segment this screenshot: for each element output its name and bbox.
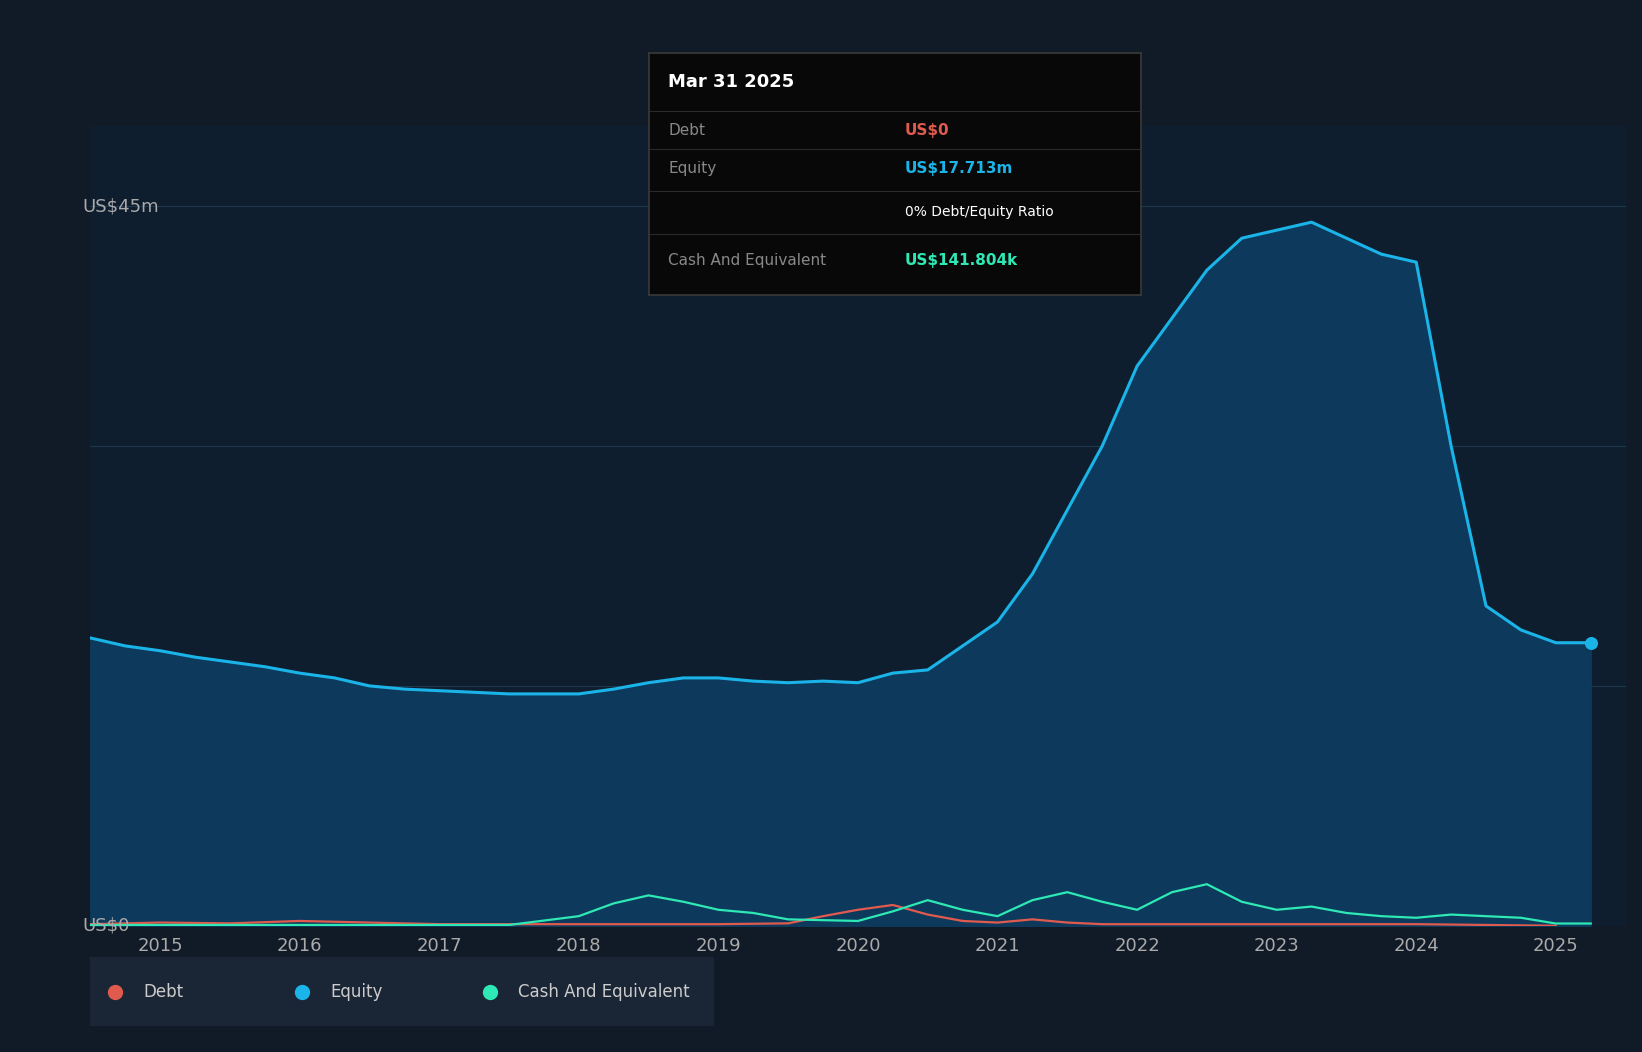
- Text: 0% Debt/Equity Ratio: 0% Debt/Equity Ratio: [905, 205, 1054, 219]
- Text: US$141.804k: US$141.804k: [905, 254, 1018, 268]
- Text: US$45m: US$45m: [82, 197, 159, 216]
- Text: Mar 31 2025: Mar 31 2025: [668, 73, 795, 90]
- Text: US$0: US$0: [905, 122, 949, 138]
- Point: [102, 983, 128, 999]
- Text: US$0: US$0: [82, 916, 130, 935]
- Text: US$17.713m: US$17.713m: [905, 161, 1013, 177]
- Text: Debt: Debt: [143, 983, 184, 1000]
- Text: Equity: Equity: [330, 983, 383, 1000]
- Point: [289, 983, 315, 999]
- Point: [476, 983, 502, 999]
- Text: Equity: Equity: [668, 161, 716, 177]
- Point: [1578, 634, 1604, 651]
- Text: Cash And Equivalent: Cash And Equivalent: [517, 983, 690, 1000]
- Text: Cash And Equivalent: Cash And Equivalent: [668, 254, 826, 268]
- Text: Debt: Debt: [668, 122, 706, 138]
